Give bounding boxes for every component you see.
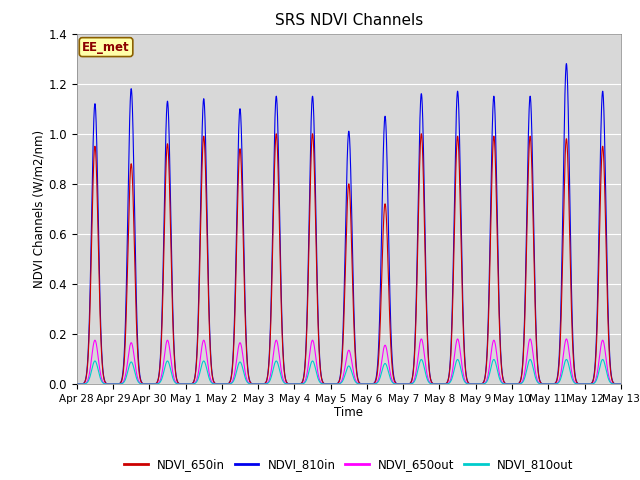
NDVI_810out: [73, 381, 81, 387]
NDVI_650out: [563, 336, 570, 342]
NDVI_810in: [282, 374, 289, 380]
Title: SRS NDVI Channels: SRS NDVI Channels: [275, 13, 423, 28]
NDVI_810in: [588, 380, 596, 385]
Line: NDVI_650in: NDVI_650in: [77, 134, 621, 384]
NDVI_650out: [73, 381, 81, 387]
NDVI_810out: [282, 381, 289, 386]
NDVI_650out: [282, 380, 289, 386]
NDVI_810out: [566, 370, 574, 376]
NDVI_650out: [588, 381, 596, 387]
NDVI_810out: [599, 357, 607, 362]
X-axis label: Time: Time: [334, 407, 364, 420]
NDVI_810in: [563, 61, 570, 67]
NDVI_810out: [138, 381, 146, 387]
NDVI_650in: [617, 381, 625, 387]
NDVI_650in: [417, 131, 425, 137]
NDVI_650out: [564, 342, 572, 348]
NDVI_650out: [413, 361, 421, 367]
NDVI_650in: [588, 380, 596, 386]
NDVI_650in: [413, 270, 421, 276]
Text: EE_met: EE_met: [82, 41, 130, 54]
NDVI_810out: [588, 381, 596, 387]
NDVI_810in: [564, 100, 572, 106]
Legend: NDVI_650in, NDVI_810in, NDVI_650out, NDVI_810out: NDVI_650in, NDVI_810in, NDVI_650out, NDV…: [119, 454, 579, 476]
NDVI_810in: [617, 381, 625, 387]
Y-axis label: NDVI Channels (W/m2/nm): NDVI Channels (W/m2/nm): [33, 130, 45, 288]
NDVI_810in: [413, 252, 421, 258]
NDVI_810in: [73, 381, 81, 387]
NDVI_810out: [413, 370, 421, 376]
NDVI_810in: [567, 242, 575, 248]
NDVI_810out: [617, 381, 625, 387]
Line: NDVI_810out: NDVI_810out: [77, 360, 621, 384]
NDVI_650in: [138, 380, 146, 386]
Line: NDVI_650out: NDVI_650out: [77, 339, 621, 384]
NDVI_810out: [564, 359, 572, 365]
NDVI_650out: [138, 381, 146, 387]
NDVI_650in: [282, 375, 289, 381]
NDVI_650in: [567, 275, 575, 280]
NDVI_650in: [73, 381, 81, 387]
NDVI_810in: [138, 380, 146, 385]
NDVI_650out: [617, 381, 625, 387]
NDVI_650out: [567, 361, 575, 367]
Line: NDVI_810in: NDVI_810in: [77, 64, 621, 384]
NDVI_650in: [564, 166, 572, 172]
